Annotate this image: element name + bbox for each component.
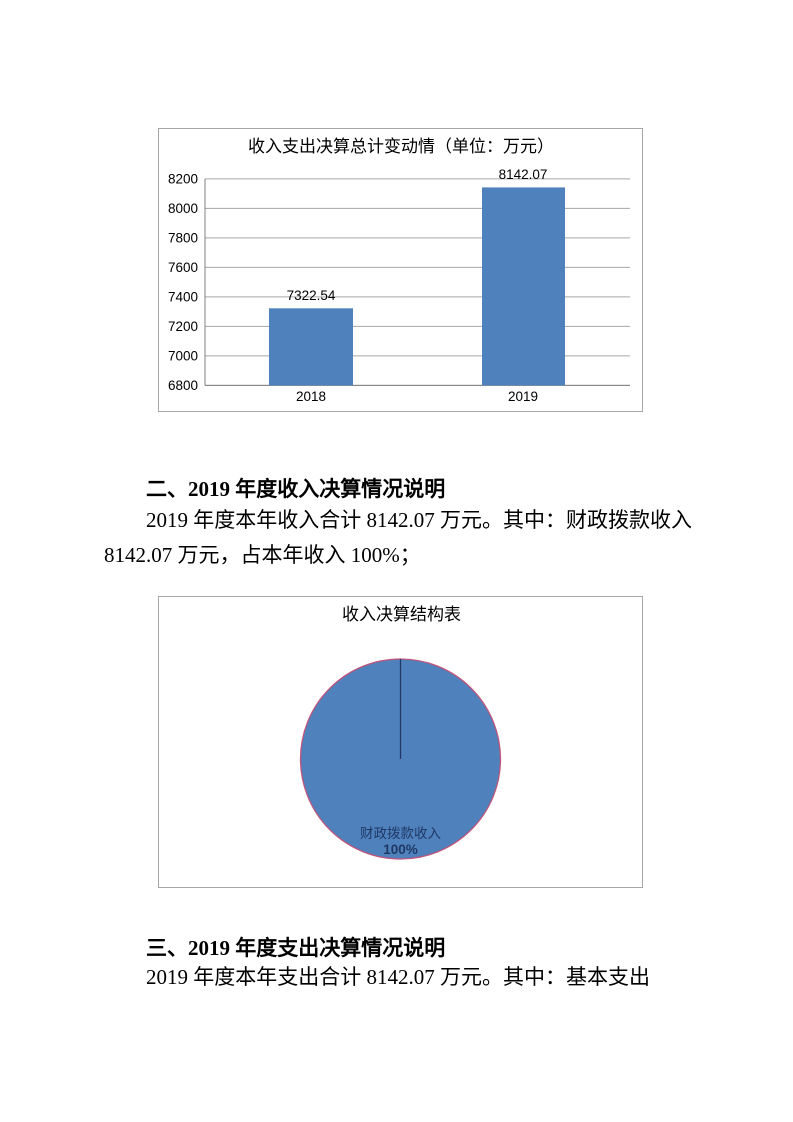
svg-text:财政拨款收入: 财政拨款收入 — [360, 826, 441, 841]
svg-text:6800: 6800 — [168, 378, 198, 393]
svg-text:7000: 7000 — [168, 349, 198, 364]
svg-text:100%: 100% — [383, 842, 418, 857]
svg-text:7200: 7200 — [168, 319, 198, 334]
svg-text:收入支出决算总计变动情（单位：万元）: 收入支出决算总计变动情（单位：万元） — [248, 137, 554, 156]
svg-text:2019: 2019 — [508, 389, 538, 404]
svg-text:8142.07: 8142.07 — [499, 167, 548, 182]
svg-text:2018: 2018 — [296, 389, 326, 404]
svg-text:7400: 7400 — [168, 290, 198, 305]
svg-text:8000: 8000 — [168, 201, 198, 216]
svg-text:7322.54: 7322.54 — [287, 288, 336, 303]
svg-text:7600: 7600 — [168, 260, 198, 275]
svg-text:7800: 7800 — [168, 231, 198, 246]
svg-text:收入决算结构表: 收入决算结构表 — [342, 605, 461, 624]
svg-text:8200: 8200 — [168, 172, 198, 187]
